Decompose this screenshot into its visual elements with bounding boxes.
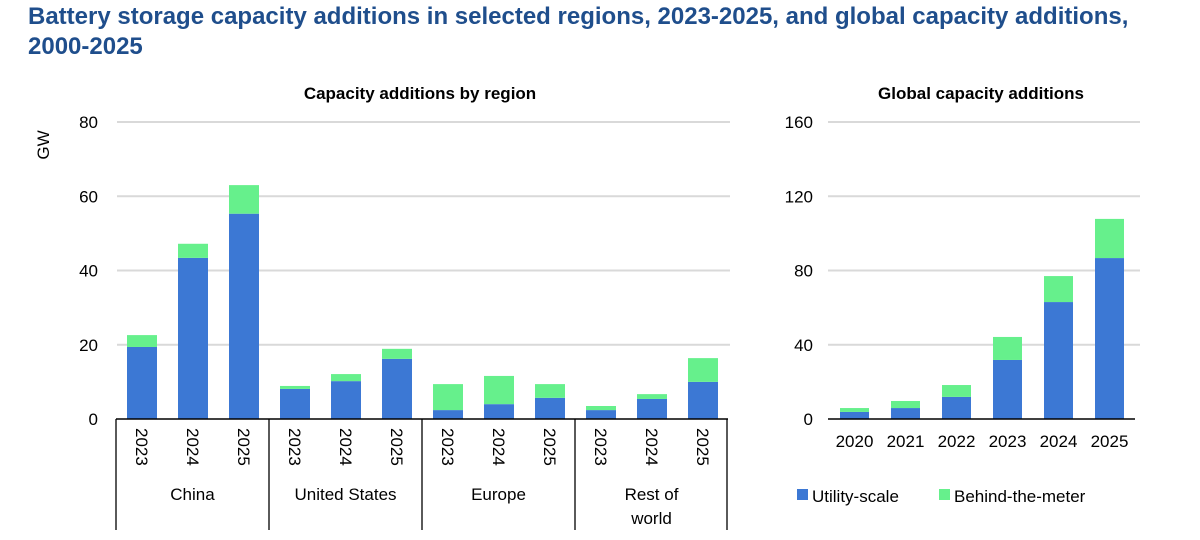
group-label: United States [294,485,396,504]
bar-behind-the-meter [840,408,869,412]
bar-utility-scale [1044,302,1073,419]
group-label: Europe [471,485,526,504]
x-tick-label: 2024 [1040,432,1078,451]
bar-behind-the-meter [433,384,463,411]
y-tick-label: 60 [79,187,98,206]
bar-behind-the-meter [178,243,208,258]
x-tick-label: 2024 [183,428,202,466]
x-tick-label: 2023 [438,428,457,466]
bar-behind-the-meter [637,394,667,399]
bar-utility-scale [280,388,310,419]
legend-label-behind-the-meter: Behind-the-meter [954,487,1086,506]
bar-behind-the-meter [1095,218,1124,259]
bar-utility-scale [637,398,667,419]
bar-behind-the-meter [280,385,310,389]
bar-utility-scale [586,410,616,419]
page-title: Battery storage capacity additions in se… [28,3,1129,60]
legend-label-utility-scale: Utility-scale [812,487,899,506]
bar-utility-scale [382,358,412,419]
bar-behind-the-meter [993,336,1022,360]
bar-behind-the-meter [127,335,157,347]
bar-behind-the-meter [688,358,718,382]
x-tick-label: 2022 [938,432,976,451]
y-tick-label: 80 [794,262,813,281]
bar-utility-scale [229,213,259,419]
bar-behind-the-meter [484,375,514,405]
x-tick-label: 2024 [336,428,355,466]
bar-utility-scale [891,408,920,419]
chart-title-global: Global capacity additions [878,84,1084,103]
group-label: China [170,485,215,504]
bar-behind-the-meter [942,385,971,397]
bar-behind-the-meter [535,384,565,398]
bar-behind-the-meter [331,374,361,382]
group-label: Rest of [625,485,679,504]
y-tick-label: 40 [794,336,813,355]
bar-utility-scale [127,346,157,419]
y-tick-label: 160 [785,113,813,132]
bar-utility-scale [331,381,361,419]
x-tick-label: 2024 [489,428,508,466]
x-tick-label: 2020 [836,432,874,451]
y-tick-label: 120 [785,187,813,206]
y-tick-label: 0 [804,410,813,429]
x-tick-label: 2025 [387,428,406,466]
y-tick-label: 80 [79,113,98,132]
x-tick-label: 2021 [887,432,925,451]
bar-utility-scale [433,410,463,419]
x-tick-label: 2023 [285,428,304,466]
x-tick-label: 2025 [234,428,253,466]
bar-utility-scale [942,396,971,419]
bar-behind-the-meter [1044,276,1073,303]
x-tick-label: 2025 [1091,432,1129,451]
bar-behind-the-meter [586,406,616,411]
bar-utility-scale [535,397,565,419]
chart-title-region: Capacity additions by region [304,84,536,103]
x-tick-label: 2024 [642,428,661,466]
y-axis-label: GW [34,130,53,159]
legend-swatch-behind-the-meter [939,489,950,500]
bar-utility-scale [1095,258,1124,419]
x-tick-label: 2023 [132,428,151,466]
x-tick-label: 2023 [591,428,610,466]
legend-swatch-utility-scale [797,489,808,500]
group-label: world [630,509,672,528]
x-tick-label: 2025 [540,428,559,466]
y-tick-label: 40 [79,262,98,281]
bar-behind-the-meter [382,348,412,359]
bar-utility-scale [840,411,869,419]
bar-behind-the-meter [229,185,259,214]
bar-utility-scale [688,381,718,419]
y-tick-label: 0 [89,410,98,429]
bar-behind-the-meter [891,400,920,409]
y-tick-label: 20 [79,336,98,355]
x-tick-label: 2025 [693,428,712,466]
bar-utility-scale [178,257,208,419]
bar-utility-scale [993,359,1022,419]
x-tick-label: 2023 [989,432,1027,451]
bar-utility-scale [484,404,514,419]
